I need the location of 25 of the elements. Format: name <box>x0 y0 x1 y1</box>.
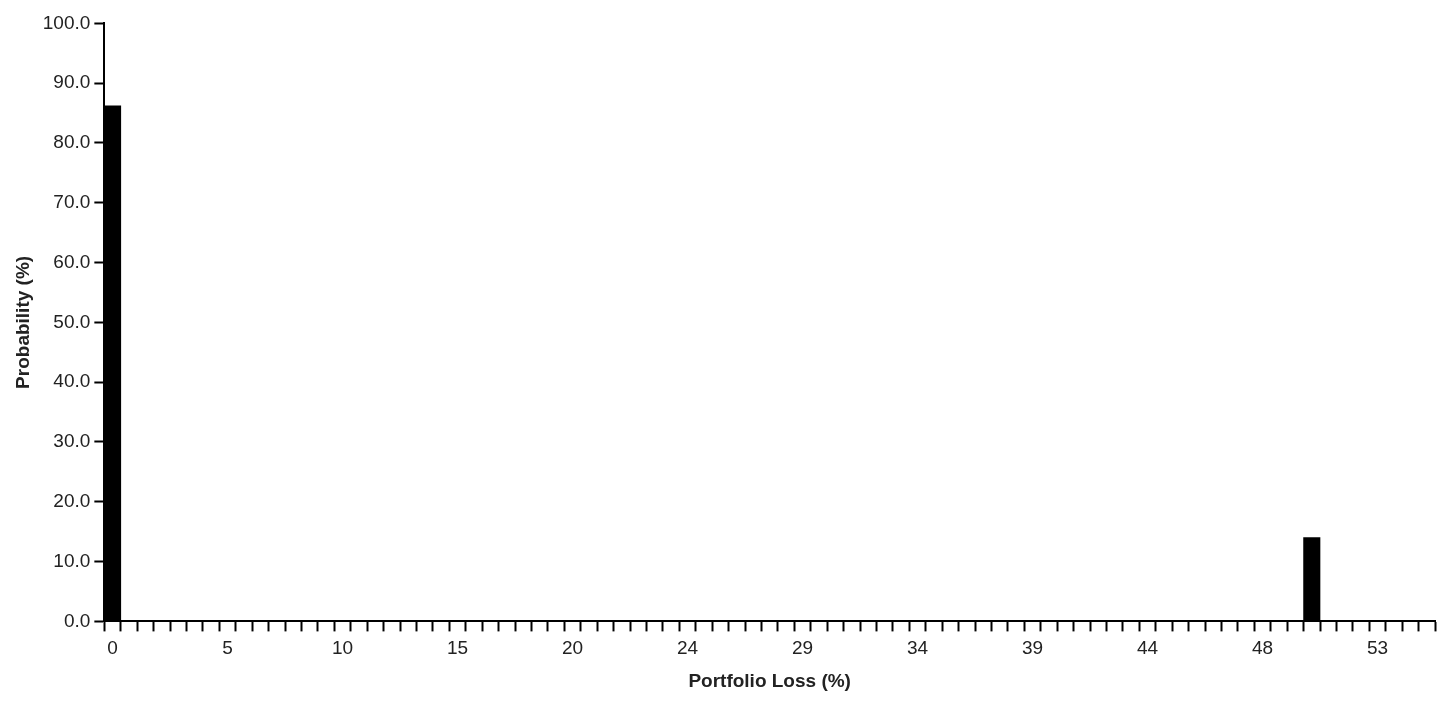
y-tick-label: 20.0 <box>53 490 91 512</box>
x-tick-label: 39 <box>1021 637 1044 659</box>
y-axis-title: Probability (%) <box>11 255 33 389</box>
y-tick-label: 30.0 <box>53 430 91 452</box>
x-tick-label: 5 <box>222 637 233 659</box>
x-tick-label: 44 <box>1136 637 1159 659</box>
y-tick-label: 70.0 <box>53 191 91 213</box>
x-tick-label: 0 <box>107 637 118 659</box>
x-axis-title: Portfolio Loss (%) <box>688 669 851 691</box>
x-tick-label: 20 <box>561 637 584 659</box>
y-tick-label: 100.0 <box>42 11 91 33</box>
y-tick-label: 40.0 <box>53 370 91 392</box>
y-tick-label: 0.0 <box>63 609 91 631</box>
x-tick-label: 15 <box>446 637 469 659</box>
x-tick-label: 10 <box>331 637 354 659</box>
x-tick-label: 48 <box>1251 637 1274 659</box>
x-tick-label: 34 <box>906 637 929 659</box>
x-tick-label: 53 <box>1366 637 1389 659</box>
x-tick-label: 24 <box>676 637 699 659</box>
y-tick-label: 90.0 <box>53 71 91 93</box>
y-tick-label: 50.0 <box>53 310 91 332</box>
y-tick-label: 10.0 <box>53 549 91 571</box>
x-tick-label: 29 <box>791 637 814 659</box>
y-tick-label: 60.0 <box>53 250 91 272</box>
y-tick-label: 80.0 <box>53 131 91 153</box>
